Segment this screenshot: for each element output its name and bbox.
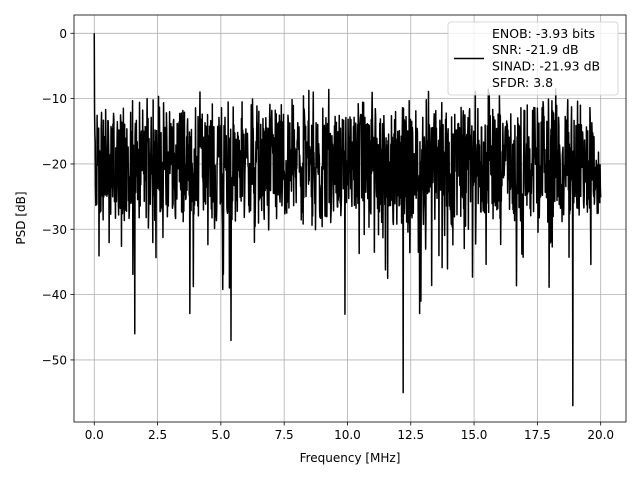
y-tick-label: −30 (42, 223, 67, 237)
y-tick-label: −40 (42, 288, 67, 302)
legend-line-sinad: SINAD: -21.93 dB (492, 59, 600, 74)
y-tick-label: −20 (42, 157, 67, 171)
x-axis-ticks: 0.0 2.5 5.0 7.5 10.0 12.5 15.0 17.5 20.0 (85, 422, 614, 442)
x-tick-label: 5.0 (211, 428, 230, 442)
legend-box (447, 21, 619, 96)
axes-frame (73, 14, 627, 423)
x-axis-label: Frequency [MHz] (300, 451, 401, 465)
y-tick-label: −10 (42, 92, 67, 106)
x-tick-label: 2.5 (148, 428, 167, 442)
x-tick-label: 10.0 (334, 428, 361, 442)
y-tick-label: 0 (59, 27, 67, 41)
y-tick-label: −50 (42, 353, 67, 367)
x-tick-label: 7.5 (275, 428, 294, 442)
y-axis-label: PSD [dB] (14, 191, 28, 244)
psd-series-line (93, 33, 602, 407)
x-tick-label: 0.0 (85, 428, 104, 442)
plot-area (93, 33, 602, 407)
x-tick-label: 20.0 (587, 428, 614, 442)
legend-line-snr: SNR: -21.9 dB (492, 42, 579, 57)
y-axis-ticks: 0 −10 −20 −30 −40 −50 (42, 27, 74, 367)
legend-line-sfdr: SFDR: 3.8 (492, 75, 553, 90)
x-tick-label: 17.5 (524, 428, 551, 442)
legend-line-enob: ENOB: -3.93 bits (492, 26, 595, 41)
x-tick-label: 15.0 (461, 428, 488, 442)
legend: ENOB: -3.93 bits SNR: -21.9 dB SINAD: -2… (447, 21, 619, 96)
x-tick-label: 12.5 (397, 428, 424, 442)
